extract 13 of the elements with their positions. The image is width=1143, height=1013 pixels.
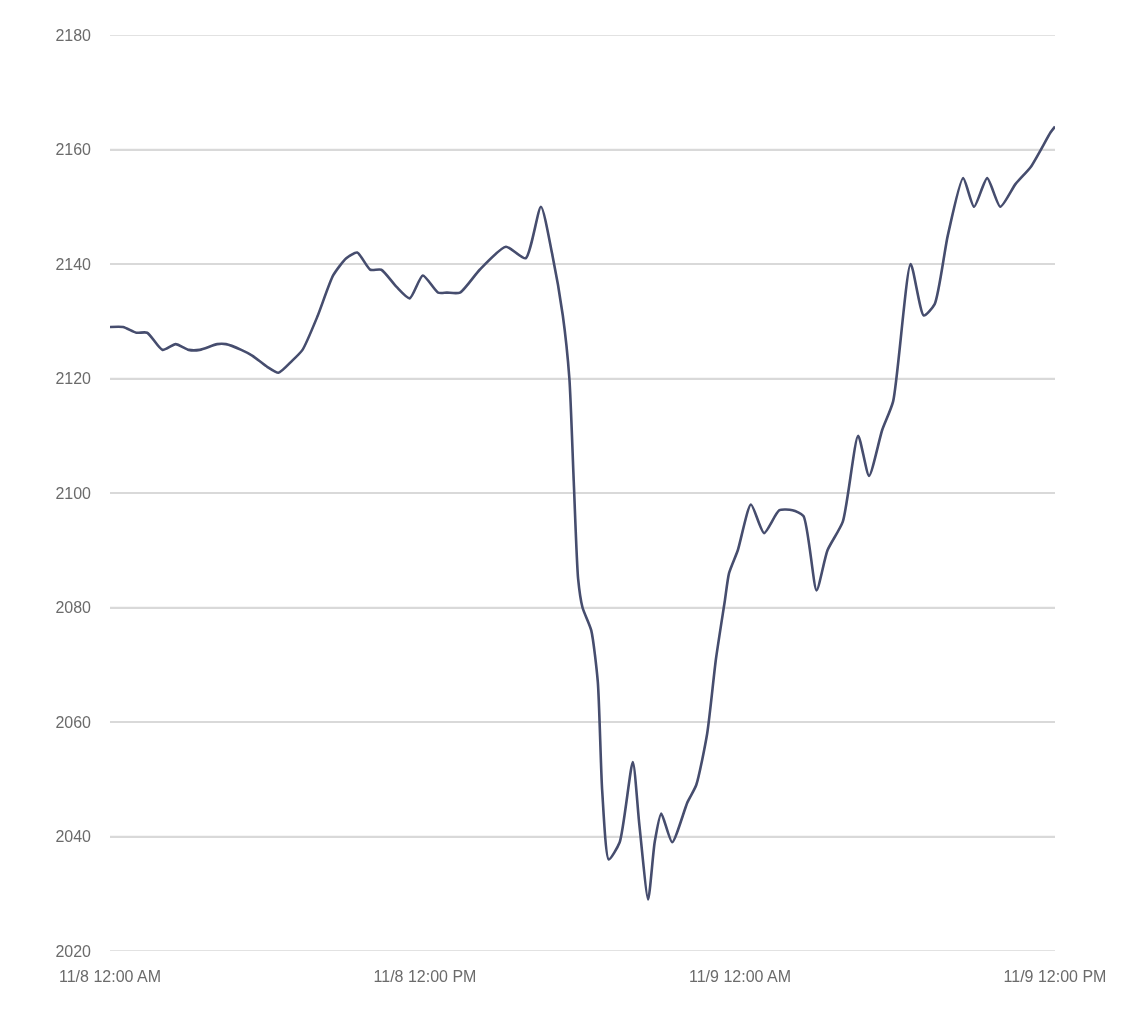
x-tick-label: 11/9 12:00 PM	[1003, 968, 1107, 985]
y-tick-label: 2160	[55, 141, 92, 159]
y-tick-label: 2040	[55, 828, 92, 846]
x-tick-label: 11/8 12:00 AM	[59, 968, 161, 985]
x-tick-label: 11/8 12:00 PM	[373, 968, 477, 985]
y-tick-label: 2180	[55, 26, 92, 44]
y-tick-label: 2080	[55, 599, 92, 617]
x-tick-label: 11/9 12:00 AM	[689, 968, 791, 985]
y-tick-label: 2060	[55, 713, 92, 731]
y-tick-label: 2120	[55, 370, 92, 388]
y-tick-label: 2140	[55, 255, 92, 273]
y-tick-label: 2020	[55, 942, 92, 960]
y-tick-label: 2100	[55, 484, 92, 502]
